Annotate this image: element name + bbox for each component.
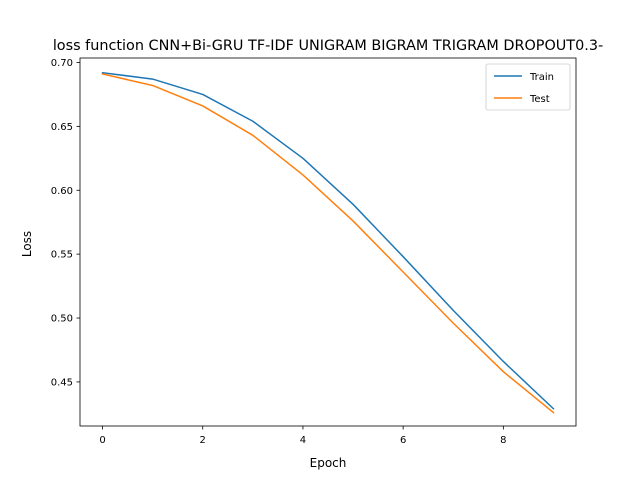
axes-frame (79, 57, 577, 427)
x-tick-label: 0 (99, 435, 105, 446)
x-tick-label: 2 (200, 435, 206, 446)
series-line-test (101, 73, 555, 414)
x-axis-label: Epoch (310, 456, 347, 470)
chart-title: loss function CNN+Bi-GRU TF-IDF UNIGRAM … (53, 38, 603, 54)
plot-area: 0 2 4 6 8 0.45 0.50 0.55 0.60 0.65 0.70 Train Test (51, 57, 577, 446)
y-tick-label: 0.50 (51, 314, 73, 325)
y-tick-label: 0.45 (51, 378, 73, 389)
y-axis-label: Loss (20, 231, 34, 257)
legend-box (485, 63, 571, 111)
x-tick-label: 4 (300, 435, 306, 446)
y-tick-label: 0.60 (51, 186, 73, 197)
x-tick-label: 8 (500, 435, 506, 446)
y-tick-label: 0.65 (51, 122, 73, 133)
series-line-train (101, 71, 555, 410)
legend-label-train: Train (529, 72, 554, 83)
x-tick-label: 6 (400, 435, 406, 446)
y-tick-label: 0.55 (51, 250, 73, 261)
legend-label-test: Test (529, 94, 550, 105)
y-tick-label: 0.70 (51, 58, 73, 69)
